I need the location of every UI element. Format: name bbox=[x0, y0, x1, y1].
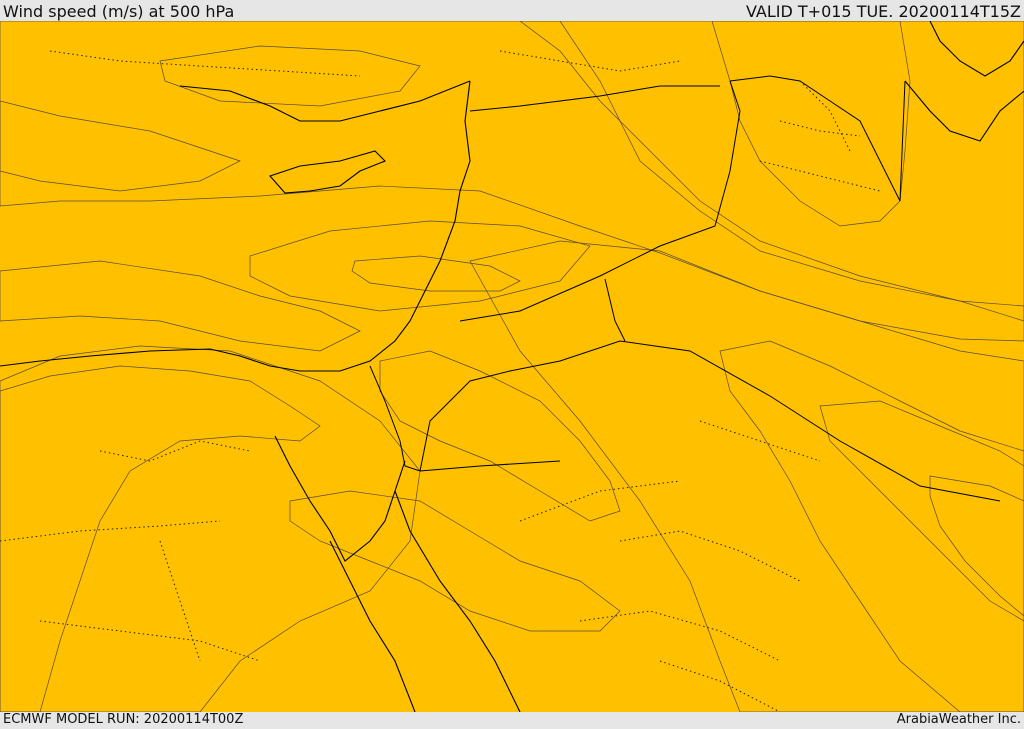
map-background bbox=[0, 21, 1024, 712]
red-sea-gulf-suez bbox=[274, 435, 406, 562]
saudi-iraq-border bbox=[604, 278, 626, 342]
syria-iraq-border bbox=[459, 80, 741, 322]
admin-boundaries-egypt bbox=[0, 440, 261, 662]
egypt-border bbox=[369, 365, 561, 472]
wind-band-north-orange bbox=[159, 45, 421, 107]
valid-time: VALID T+015 TUE. 20200114T15Z bbox=[745, 2, 1021, 21]
wind-band-mid-gold bbox=[0, 260, 361, 352]
admin-boundaries-iraq bbox=[759, 80, 881, 192]
wind-band-mid-orange bbox=[249, 220, 591, 312]
jordan-saudi-border bbox=[419, 340, 1001, 502]
turkey-south-coast bbox=[179, 80, 471, 122]
wind-band-jet-streak bbox=[351, 255, 521, 292]
wind-band-east-orange bbox=[469, 240, 1024, 712]
red-sea-east-coast bbox=[394, 490, 521, 712]
model-run: ECMWF MODEL RUN: 20200114T00Z bbox=[3, 712, 244, 727]
iraq-iran-border bbox=[729, 75, 906, 202]
wind-band-west-orange bbox=[0, 345, 421, 712]
credit: ArabiaWeather Inc. bbox=[896, 712, 1021, 727]
wind-speed-map bbox=[0, 21, 1024, 712]
wind-band-pale bbox=[711, 21, 911, 227]
persian-gulf-coast bbox=[904, 80, 1024, 142]
admin-boundaries-turkey bbox=[49, 50, 681, 77]
mediterranean-coast bbox=[0, 80, 471, 372]
caspian-hint bbox=[929, 21, 1024, 77]
wind-band-west-strong bbox=[0, 365, 321, 712]
wind-band-north-yellow bbox=[519, 21, 1024, 322]
wind-band-east-max bbox=[929, 475, 1024, 617]
cyprus-island bbox=[269, 150, 386, 194]
wind-band-east-core bbox=[819, 400, 1024, 622]
wind-band-north-gold bbox=[0, 21, 1024, 342]
red-sea-west-coast bbox=[329, 540, 416, 712]
wind-band-west-yellow bbox=[0, 100, 241, 192]
turkey-syria-border bbox=[469, 85, 720, 112]
wind-band-east-strong bbox=[719, 340, 1024, 712]
wind-band-sinai-gold bbox=[289, 490, 621, 632]
map-title: Wind speed (m/s) at 500 hPa bbox=[3, 2, 235, 21]
